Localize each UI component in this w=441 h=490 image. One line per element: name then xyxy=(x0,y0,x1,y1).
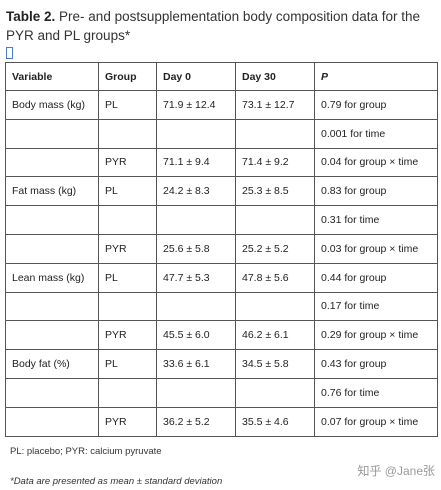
table-cell xyxy=(5,320,99,351)
table-cell: PL xyxy=(98,176,157,207)
header-cell: Variable xyxy=(5,62,99,91)
table-row: PYR 36.2 ± 5.2 35.5 ± 4.6 0.07 for group × … xyxy=(5,406,438,437)
table-cell: 0.83 for group xyxy=(314,176,438,207)
table-cell: Lean mass (kg) xyxy=(5,262,99,293)
table-cell: 0.43 for group xyxy=(314,349,438,379)
header-cell: Day 0 xyxy=(156,62,236,91)
table-cell: 33.6 ± 6.1 xyxy=(156,349,236,379)
table-cell: 46.2 ± 6.1 xyxy=(235,320,315,351)
table-cell xyxy=(156,118,236,149)
table-row: 0.76 for time xyxy=(5,377,438,408)
table-cell: 35.5 ± 4.6 xyxy=(235,406,315,437)
table-cell xyxy=(5,377,99,408)
table-cell: 0.07 for group × time xyxy=(314,406,438,437)
table-cell xyxy=(98,205,157,235)
table-cell: PYR xyxy=(98,406,157,437)
table-cell: 0.17 for time xyxy=(314,291,438,322)
table-cell xyxy=(235,291,315,322)
table-cell: PL xyxy=(98,349,157,379)
table-row: Body mass (kg) PL 71.9 ± 12.4 73.1 ± 12.7 0.… xyxy=(5,90,438,120)
table-cell: 71.1 ± 9.4 xyxy=(156,147,236,178)
table-row: PYR 71.1 ± 9.4 71.4 ± 9.2 0.04 for group × … xyxy=(5,147,438,178)
table-cell xyxy=(98,291,157,322)
table-cell: 0.03 for group × time xyxy=(314,233,438,264)
table-cell: 0.31 for time xyxy=(314,205,438,235)
table-cell xyxy=(156,377,236,408)
table-cell: PYR xyxy=(98,147,157,178)
table-cell: 0.001 for time xyxy=(314,118,438,149)
table-cell: 36.2 ± 5.2 xyxy=(156,406,236,437)
table-row: 0.001 for time xyxy=(5,118,438,149)
table-cell: 0.44 for group xyxy=(314,262,438,293)
table-title: Table 2. Pre- and postsupplementation bo… xyxy=(6,7,436,45)
footnote: *Data are presented as mean ± standard d… xyxy=(10,476,223,487)
table-row: 0.31 for time xyxy=(5,205,438,235)
table-cell xyxy=(235,377,315,408)
table-cell xyxy=(5,233,99,264)
table-cell: Body mass (kg) xyxy=(5,90,99,120)
table-cell xyxy=(235,205,315,235)
table-caption: Pre- and postsupplementation body compos… xyxy=(6,9,421,43)
table-cell xyxy=(5,406,99,437)
table-cell: 34.5 ± 5.8 xyxy=(235,349,315,379)
table-row: PYR 45.5 ± 6.0 46.2 ± 6.1 0.29 for group × … xyxy=(5,320,438,351)
table-cell: PYR xyxy=(98,320,157,351)
header-row: Variable Group Day 0 Day 30 P xyxy=(5,62,438,91)
table-cell: 25.6 ± 5.8 xyxy=(156,233,236,264)
table-cell: PL xyxy=(98,262,157,293)
table-cell: 0.79 for group xyxy=(314,90,438,120)
table-cell: 73.1 ± 12.7 xyxy=(235,90,315,120)
table-cell xyxy=(98,118,157,149)
header-cell: Group xyxy=(98,62,157,91)
table-cell: 25.3 ± 8.5 xyxy=(235,176,315,207)
table-row: Lean mass (kg) PL 47.7 ± 5.3 47.8 ± 5.6 0.44… xyxy=(5,262,438,293)
text-cursor xyxy=(6,47,13,59)
table-cell: 47.7 ± 5.3 xyxy=(156,262,236,293)
table-row: PYR 25.6 ± 5.8 25.2 ± 5.2 0.03 for group × … xyxy=(5,233,438,264)
table-row: Body fat (%) PL 33.6 ± 6.1 34.5 ± 5.8 0.43 f… xyxy=(5,349,438,379)
table-cell xyxy=(235,118,315,149)
table-cell: 24.2 ± 8.3 xyxy=(156,176,236,207)
footnote: PL: placebo; PYR: calcium pyruvate xyxy=(10,446,162,457)
table-cell xyxy=(5,291,99,322)
table-cell xyxy=(5,205,99,235)
table-cell: 0.04 for group × time xyxy=(314,147,438,178)
table-cell: 25.2 ± 5.2 xyxy=(235,233,315,264)
watermark: 知乎 @Jane张 xyxy=(357,464,435,478)
table-cell xyxy=(5,118,99,149)
table-cell xyxy=(156,291,236,322)
table-cell: 45.5 ± 6.0 xyxy=(156,320,236,351)
table-cell: Body fat (%) xyxy=(5,349,99,379)
table-label: Table 2. xyxy=(6,9,56,24)
header-cell: Day 30 xyxy=(235,62,315,91)
table-row: 0.17 for time xyxy=(5,291,438,322)
table-cell: 71.4 ± 9.2 xyxy=(235,147,315,178)
table-row: Fat mass (kg) PL 24.2 ± 8.3 25.3 ± 8.5 0.83 … xyxy=(5,176,438,207)
table-cell: 47.8 ± 5.6 xyxy=(235,262,315,293)
table-cell: PYR xyxy=(98,233,157,264)
table-cell xyxy=(156,205,236,235)
table-cell: 0.76 for time xyxy=(314,377,438,408)
table-cell: PL xyxy=(98,90,157,120)
header-cell: P xyxy=(314,62,438,91)
table-cell xyxy=(5,147,99,178)
table-cell: 71.9 ± 12.4 xyxy=(156,90,236,120)
table-cell: 0.29 for group × time xyxy=(314,320,438,351)
table-cell xyxy=(98,377,157,408)
table-cell: Fat mass (kg) xyxy=(5,176,99,207)
data-table: Variable Group Day 0 Day 30 P Body mass (kg)… xyxy=(5,62,438,437)
